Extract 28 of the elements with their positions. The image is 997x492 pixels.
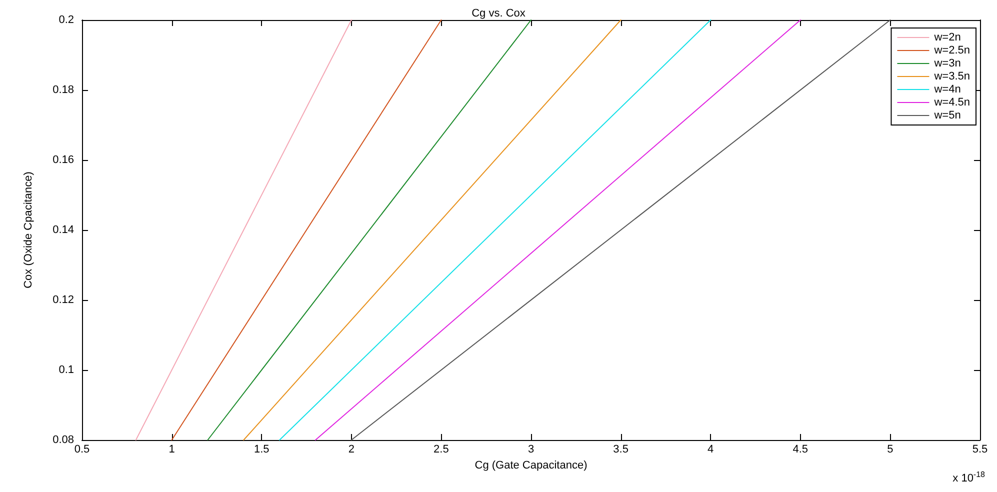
x-tick-label: 1	[168, 444, 175, 456]
legend-label: w=4n	[933, 84, 961, 96]
x-tick-label: 3.5	[613, 444, 628, 456]
chart-title: Cg vs. Cox	[472, 8, 526, 20]
x-tick-label: 2	[348, 444, 354, 456]
x-tick-label: 3	[528, 444, 534, 456]
x-tick-label: 1.5	[254, 444, 270, 456]
legend-label: w=2n	[933, 32, 961, 44]
x-tick-label: 2.5	[434, 444, 449, 456]
y-tick-label: 0.12	[52, 294, 74, 306]
y-tick-label: 0.2	[58, 14, 74, 26]
legend-label: w=4.5n	[933, 96, 970, 108]
x-axis-title: Cg (Gate Capacitance)	[474, 459, 588, 472]
y-tick-label: 0.14	[52, 224, 74, 236]
y-tick-label: 0.18	[52, 84, 74, 96]
y-tick-label: 0.08	[52, 434, 74, 446]
x-tick-label: 5.5	[972, 444, 988, 456]
x-tick-label: 4.5	[792, 444, 808, 456]
x-tick-label: 5	[887, 444, 894, 456]
x-tick-label: 4	[708, 444, 714, 456]
y-tick-label: 0.1	[58, 364, 74, 376]
legend-label: w=2.5n	[933, 44, 970, 56]
legend-label: w=3n	[933, 58, 961, 70]
x-tick-label: 0.5	[74, 444, 90, 456]
legend-label: w=5n	[933, 110, 961, 122]
legend-label: w=3.5n	[933, 70, 970, 82]
y-tick-label: 0.16	[52, 154, 74, 166]
y-axis-title: Cox (Oxide Cpacitance)	[22, 172, 34, 288]
